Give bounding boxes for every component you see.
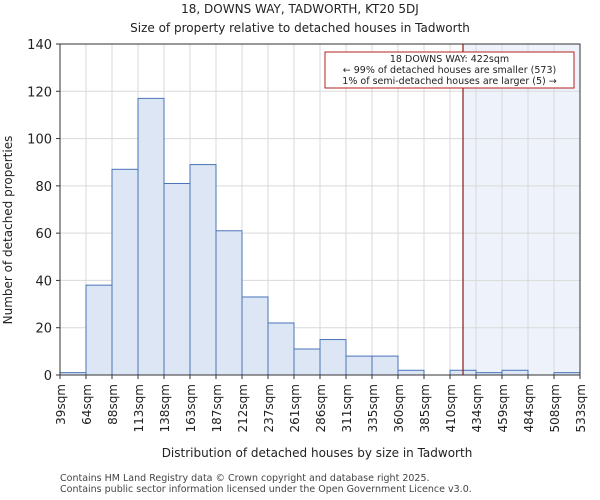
histogram-bar [397, 369, 425, 376]
x-tick-label: 163sqm [184, 384, 198, 432]
histogram-bar [85, 284, 113, 376]
histogram-bar [111, 168, 139, 376]
x-tick-label: 484sqm [522, 384, 536, 432]
histogram-bar [501, 369, 529, 376]
footer-licence: Contains public sector information licen… [60, 484, 472, 495]
x-tick-label: 508sqm [548, 384, 562, 432]
histogram-bar [137, 97, 165, 376]
chart-subtitle: Size of property relative to detached ho… [130, 21, 470, 35]
y-tick-label: 140 [27, 38, 52, 53]
histogram-bar [267, 322, 295, 376]
annotation-box [324, 51, 575, 89]
x-tick-label: 138sqm [158, 384, 172, 432]
y-axis-label: Number of detached properties [1, 136, 15, 325]
histogram-bar [163, 182, 191, 376]
x-tick-label: 311sqm [340, 384, 354, 432]
x-tick-label: 410sqm [444, 384, 458, 432]
x-tick-label: 286sqm [314, 384, 328, 432]
x-tick-label: 187sqm [210, 384, 224, 432]
y-tick-label: 0 [44, 369, 52, 384]
x-tick-label: 237sqm [262, 384, 276, 432]
histogram-bar [371, 355, 399, 376]
y-tick-label: 20 [35, 322, 52, 337]
larger-region-shading [463, 44, 580, 375]
x-tick-label: 212sqm [236, 384, 250, 432]
x-tick-label: 360sqm [392, 384, 406, 432]
x-tick-label: 64sqm [80, 384, 94, 425]
histogram-bar [241, 296, 269, 376]
x-tick-label: 261sqm [288, 384, 302, 432]
x-axis-label: Distribution of detached houses by size … [162, 446, 473, 460]
y-tick-label: 100 [27, 133, 52, 148]
plot-area: 0 20 40 60 80 100 120 140 39sqm 64sqm 88sqm 113sqm 1… [27, 38, 588, 432]
x-tick-label: 459sqm [496, 384, 510, 432]
histogram-bar [319, 339, 347, 376]
x-tick-label: 533sqm [574, 384, 588, 432]
y-tick-label: 60 [35, 227, 52, 242]
histogram-bar [345, 355, 373, 376]
x-tick-label: 88sqm [106, 384, 120, 425]
x-tick-label: 385sqm [418, 384, 432, 432]
histogram-bar [293, 348, 321, 376]
x-tick-label: 39sqm [54, 384, 68, 425]
x-tick-label: 434sqm [470, 384, 484, 432]
histogram-bar [215, 230, 243, 376]
annotation-title: 18 DOWNS WAY: 422sqm [390, 54, 509, 65]
y-tick-label: 40 [35, 274, 52, 289]
x-tick-label: 113sqm [132, 384, 146, 432]
x-tick-label: 335sqm [366, 384, 380, 432]
histogram-bar [189, 164, 217, 376]
y-tick-label: 120 [27, 85, 52, 100]
chart-title: 18, DOWNS WAY, TADWORTH, KT20 5DJ [181, 2, 419, 16]
y-tick-label: 80 [35, 180, 52, 195]
annotation-smaller: ← 99% of detached houses are smaller (57… [343, 65, 556, 76]
annotation-larger: 1% of semi-detached houses are larger (5… [342, 76, 556, 87]
footer-copyright: Contains HM Land Registry data © Crown c… [60, 473, 430, 484]
